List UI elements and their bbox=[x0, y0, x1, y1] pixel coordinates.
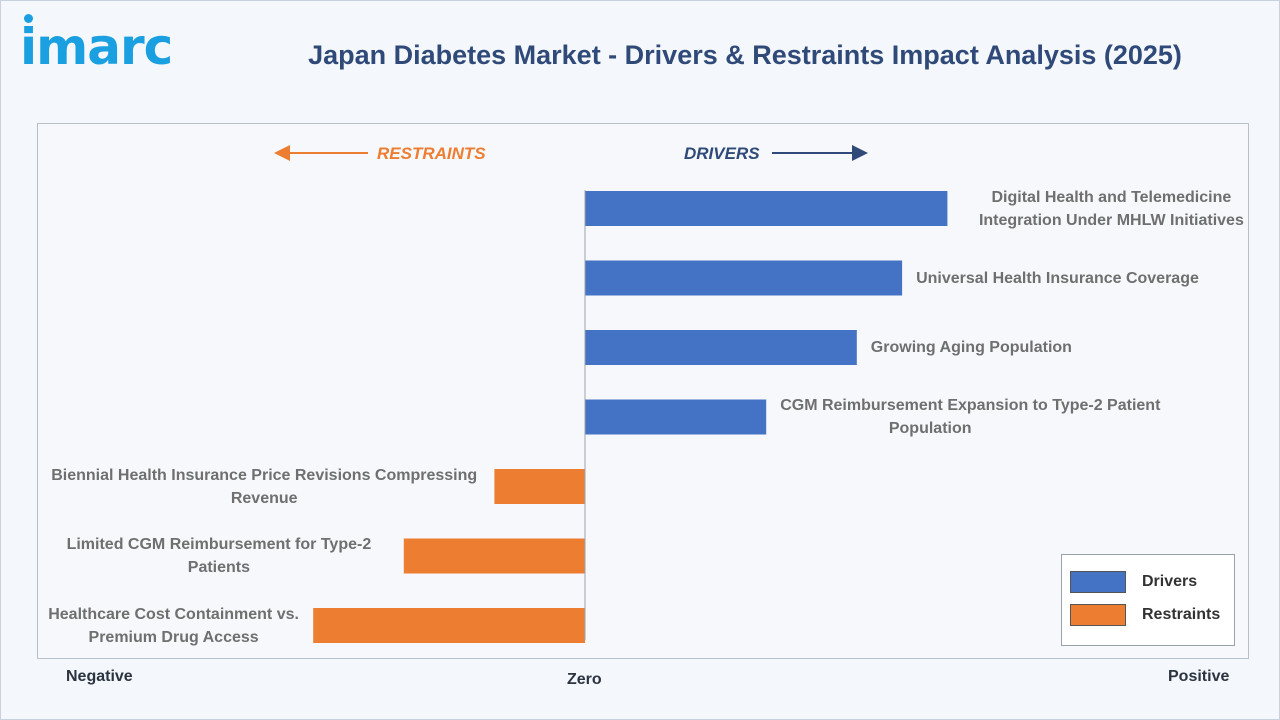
logo-dot bbox=[24, 14, 33, 23]
bar-label-line: Healthcare Cost Containment vs. bbox=[48, 605, 299, 623]
driver-label-4: CGM Reimbursement Expansion to Type-2 Pa… bbox=[780, 394, 1161, 440]
restraint-bar-2 bbox=[403, 538, 585, 574]
driver-label-2: Universal Health Insurance Coverage bbox=[916, 267, 1270, 290]
axis-zero-label: Zero bbox=[567, 671, 602, 688]
brand-logo: imarc bbox=[20, 18, 173, 76]
bar-label-line: Patients bbox=[187, 559, 251, 576]
legend-swatch-restraints bbox=[1070, 604, 1126, 626]
restraints-caption: RESTRAINTS bbox=[377, 144, 486, 163]
bar-label-line: Limited CGM Reimbursement for Type-2 bbox=[66, 536, 372, 553]
legend-label-restraints: Restraints bbox=[1142, 606, 1221, 623]
driver-bar-2 bbox=[585, 260, 903, 296]
bar-label-line: Digital Health and Telemedicine bbox=[991, 188, 1232, 206]
bar-label-line: Population bbox=[888, 420, 972, 437]
driver-label-3: Growing Aging Population bbox=[871, 336, 1270, 359]
restraint-label-2: Limited CGM Reimbursement for Type-2 Pati… bbox=[44, 533, 394, 579]
restraint-label-3: Healthcare Cost Containment vs. Premium D… bbox=[44, 603, 303, 649]
driver-label-1: Digital Health and Telemedicine Integrati… bbox=[961, 186, 1261, 232]
bar-label-line: Premium Drug Access bbox=[88, 628, 259, 646]
axis-negative-label: Negative bbox=[66, 668, 133, 685]
bar-label-line: Revenue bbox=[230, 489, 298, 507]
drivers-caption: DRIVERS bbox=[684, 144, 760, 163]
driver-bar-3 bbox=[585, 330, 857, 365]
restraint-bar-3 bbox=[313, 608, 585, 643]
legend-swatch-drivers bbox=[1070, 571, 1126, 593]
legend-label-drivers: Drivers bbox=[1142, 573, 1198, 590]
restraint-label-1: Biennial Health Insurance Price Revision… bbox=[44, 464, 484, 510]
legend-item-drivers: Drivers bbox=[1070, 571, 1197, 593]
driver-bar-1 bbox=[585, 191, 948, 226]
driver-bar-4 bbox=[585, 399, 767, 435]
restraint-bar-1 bbox=[494, 469, 585, 504]
bar-label-line: Growing Aging Population bbox=[870, 339, 1072, 356]
bar-label-line: Biennial Health Insurance Price Revision… bbox=[51, 466, 478, 484]
axis-positive-label: Positive bbox=[1168, 668, 1230, 685]
legend-item-restraints: Restraints bbox=[1070, 604, 1220, 626]
bar-label-line: Integration Under MHLW Initiatives bbox=[978, 211, 1244, 229]
legend: Drivers Restraints bbox=[1061, 554, 1235, 646]
chart-title: Japan Diabetes Market - Drivers & Restra… bbox=[308, 40, 1182, 70]
bar-label-line: CGM Reimbursement Expansion to Type-2 Pa… bbox=[780, 397, 1161, 414]
bar-label-line: Universal Health Insurance Coverage bbox=[916, 269, 1199, 287]
